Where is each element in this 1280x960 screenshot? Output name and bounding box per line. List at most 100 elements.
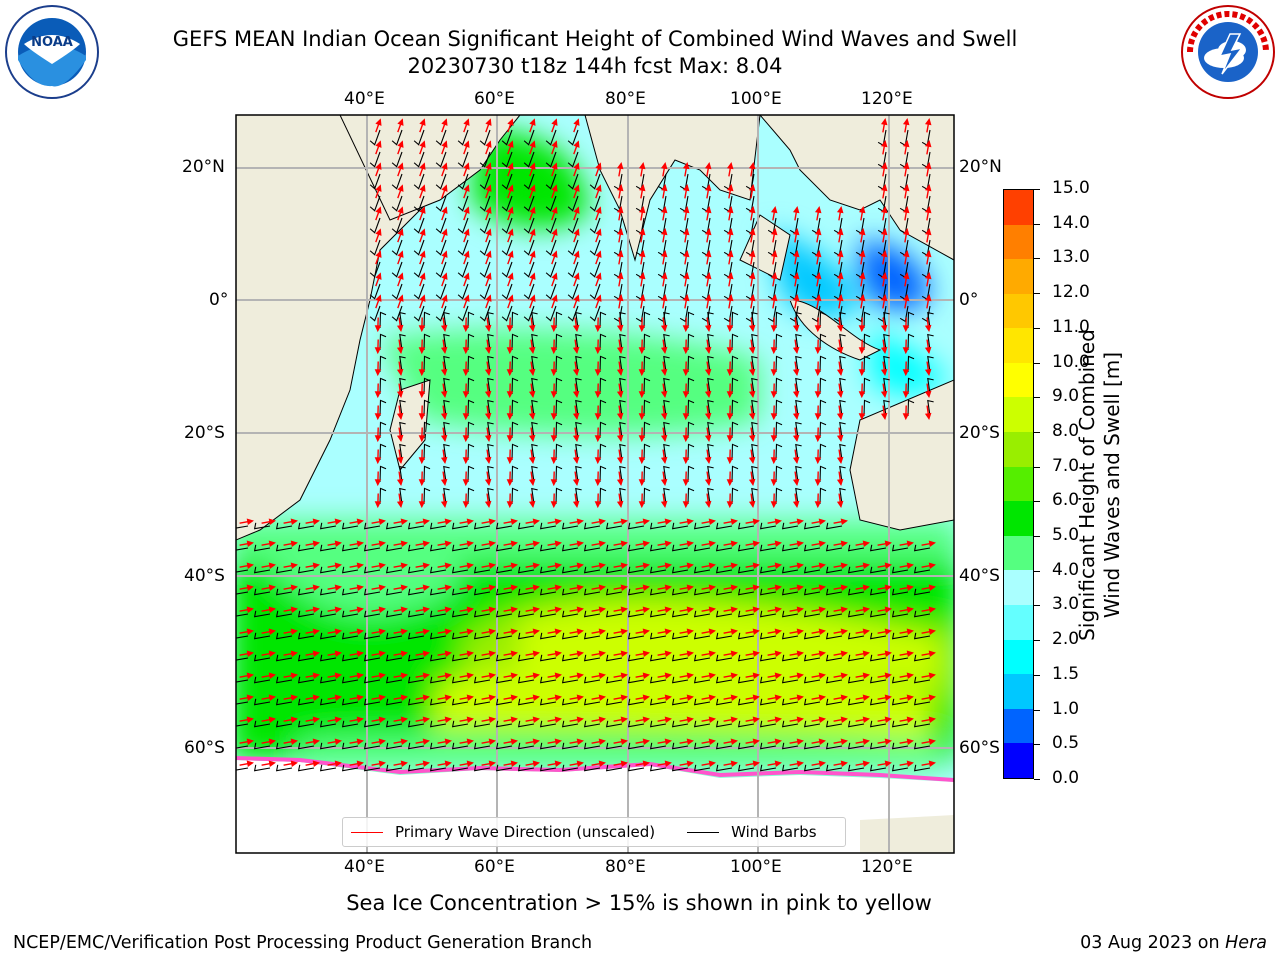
wave-arrow-head xyxy=(268,694,276,702)
wave-arrow-head xyxy=(792,324,800,333)
wave-arrow-head xyxy=(682,479,690,487)
wave-arrow-head xyxy=(528,324,536,333)
wind-barb xyxy=(479,217,491,234)
wave-arrow-head xyxy=(638,294,646,302)
wind-barb xyxy=(341,566,359,574)
wave-arrow-head xyxy=(598,716,606,724)
wave-arrow-head xyxy=(422,562,430,570)
wave-arrow-head xyxy=(770,347,778,355)
wave-arrow-head xyxy=(554,606,562,614)
wind-barb xyxy=(891,698,909,706)
nws-logo xyxy=(1180,4,1276,100)
wind-barb xyxy=(575,399,582,417)
wave-arrow-head xyxy=(400,628,408,636)
wind-barb xyxy=(561,588,579,596)
wave-arrow-head xyxy=(334,694,342,702)
wave-arrow-head xyxy=(554,694,562,702)
wave-arrow-head xyxy=(862,628,870,636)
wave-arrow-head xyxy=(290,562,298,570)
wave-arrow-head xyxy=(638,228,646,236)
wave-arrow-head xyxy=(924,162,932,170)
wind-barb xyxy=(707,443,714,461)
wave-arrow-head xyxy=(906,628,914,636)
wave-arrow-head xyxy=(862,738,870,746)
wind-barb xyxy=(927,333,934,351)
wave-arrow-head xyxy=(485,140,492,148)
wind-barb xyxy=(369,151,381,168)
wave-arrow-head xyxy=(532,606,540,614)
wave-arrow-head xyxy=(529,184,536,192)
colorbar-tick-mark xyxy=(1034,605,1040,607)
wind-barb xyxy=(781,698,799,706)
wind-barb xyxy=(759,654,777,662)
wave-arrow-head xyxy=(664,672,672,680)
wave-arrow-head xyxy=(418,479,426,487)
wave-arrow-head xyxy=(642,518,650,526)
wave-arrow-head xyxy=(836,206,844,214)
wave-arrow-head xyxy=(752,540,760,548)
wind-barb xyxy=(539,676,557,684)
colorbar-tick-mark xyxy=(1034,466,1040,468)
wind-barb xyxy=(599,377,607,395)
wind-barb xyxy=(391,261,403,278)
wind-barb xyxy=(561,610,579,618)
wind-barb xyxy=(341,610,359,618)
wave-arrow-head xyxy=(638,250,646,258)
wind-barb xyxy=(825,698,843,706)
wind-barb xyxy=(715,698,733,706)
wave-arrow-head xyxy=(836,272,844,280)
lat-tick-right: 40°S xyxy=(959,566,1000,586)
wind-barb xyxy=(545,195,557,212)
wave-arrow-head xyxy=(902,140,910,148)
wind-barb xyxy=(619,355,626,373)
wind-barb xyxy=(531,377,538,395)
colorbar-tick-label: 9.0 xyxy=(1052,386,1080,407)
wind-barb xyxy=(751,399,758,417)
wind-barb xyxy=(687,465,695,483)
wave-arrow-head xyxy=(400,694,408,702)
wave-arrow-head xyxy=(748,206,756,214)
wind-barb xyxy=(523,283,535,300)
wave-arrow-head xyxy=(686,584,694,592)
wave-arrow-head xyxy=(748,250,756,258)
wind-barb xyxy=(495,522,513,530)
wind-barb xyxy=(539,610,557,618)
wave-arrow-head xyxy=(532,518,540,526)
wave-arrow-head xyxy=(466,562,474,570)
wave-arrow-head xyxy=(463,162,470,170)
wave-arrow-head xyxy=(660,272,668,280)
wind-barb xyxy=(825,610,843,618)
wind-barb xyxy=(731,487,739,505)
wave-arrow-head xyxy=(444,540,452,548)
wind-barb xyxy=(297,632,315,640)
wind-barb xyxy=(687,355,695,373)
wind-barb xyxy=(517,544,535,552)
wave-arrow-head xyxy=(642,694,650,702)
wave-arrow-head xyxy=(792,500,800,509)
wind-barb xyxy=(435,283,447,300)
wave-arrow-head xyxy=(774,650,782,658)
wind-barb xyxy=(795,333,802,351)
wind-barb xyxy=(819,377,827,395)
wave-arrow-head xyxy=(554,760,562,768)
wave-arrow-head xyxy=(638,162,646,170)
wave-arrow-head xyxy=(440,324,448,333)
wave-arrow-head xyxy=(774,694,782,702)
wind-barb xyxy=(643,311,651,329)
wind-barb xyxy=(627,654,645,662)
wind-barb xyxy=(781,544,799,552)
wave-arrow-head xyxy=(529,162,536,170)
wind-barb xyxy=(407,522,425,530)
wave-arrow-head xyxy=(884,672,892,680)
wind-barb xyxy=(363,698,381,706)
wave-arrow-head xyxy=(246,540,254,548)
wave-arrow-head xyxy=(573,250,580,258)
wave-arrow-head xyxy=(664,738,672,746)
wave-arrow-head xyxy=(573,140,580,148)
wave-arrow-head xyxy=(862,760,870,768)
colorbar-segment xyxy=(1004,605,1033,640)
wave-arrow-head xyxy=(748,346,756,355)
wave-arrow-head xyxy=(532,672,540,680)
wind-barb xyxy=(627,566,645,574)
wave-arrow-head xyxy=(506,435,514,443)
